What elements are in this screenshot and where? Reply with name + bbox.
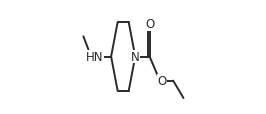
Text: O: O [157, 74, 166, 87]
Text: HN: HN [86, 51, 103, 63]
Text: O: O [145, 18, 154, 31]
Text: N: N [131, 51, 140, 63]
